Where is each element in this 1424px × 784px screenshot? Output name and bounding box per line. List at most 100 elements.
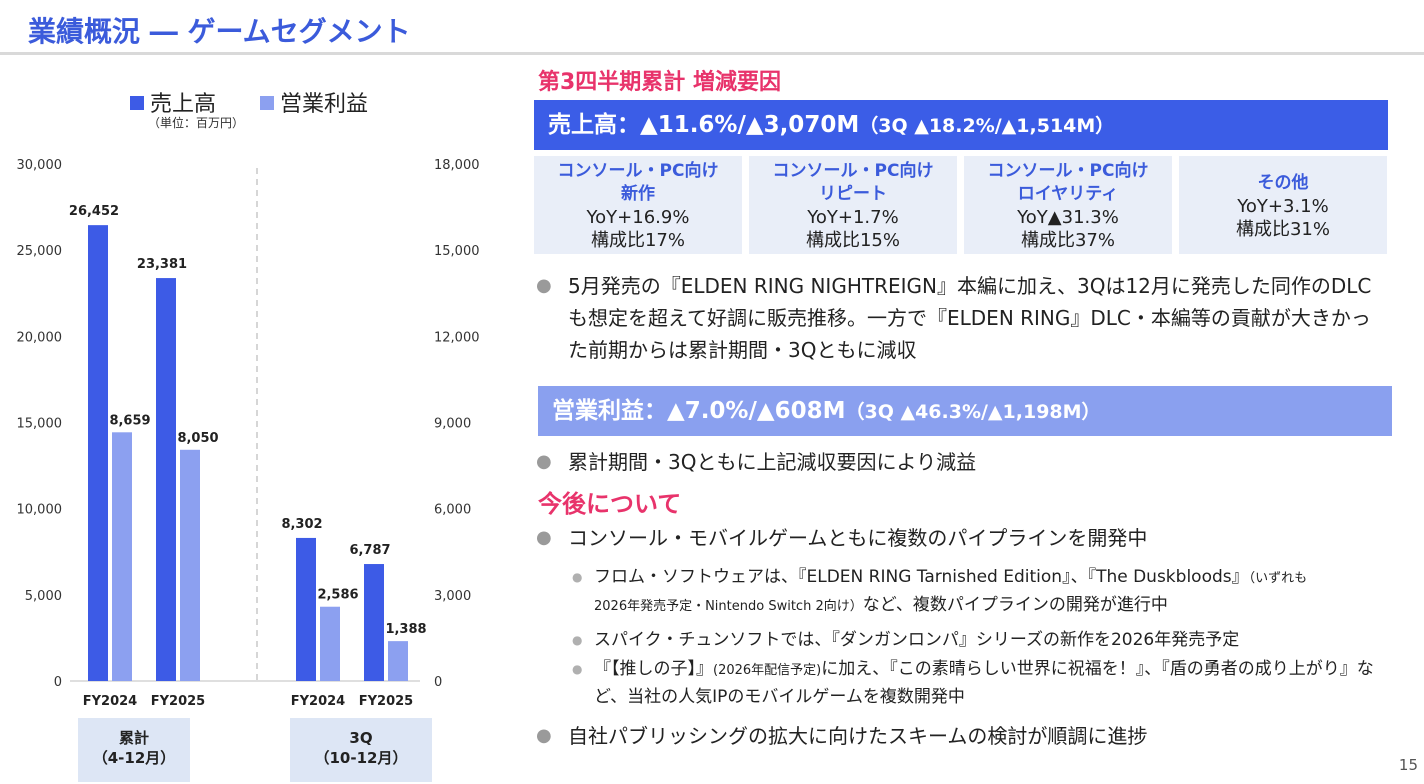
right-tick-label: 18,000 [434, 158, 480, 173]
legend-op-swatch [260, 96, 274, 110]
cell-ratio: 構成比31% [1235, 219, 1330, 240]
bullet-dot-icon: ● [536, 725, 552, 746]
sales-bar [296, 537, 316, 681]
sub-bullet-1-main: フロム・ソフトウェアは、『ELDEN RING Tarnished Editio… [594, 567, 1249, 587]
cell-title-2: 新作 [621, 184, 655, 204]
op-value-label: 8,050 [177, 431, 218, 446]
right-tick-label: 15,000 [434, 244, 480, 259]
legend-sales-label: 売上高 [150, 92, 217, 117]
factor-cell-other: その他 YoY+3.1% 構成比31% [1179, 156, 1387, 254]
cell-yoy: YoY+1.7% [807, 207, 899, 228]
sub-bullet-dot-icon: ● [572, 633, 583, 647]
sales-bar [88, 225, 108, 681]
legend-sales: 売上高 [130, 86, 216, 118]
right-tick-label: 0 [434, 675, 442, 690]
right-tick-label: 9,000 [434, 417, 471, 432]
sub-bullet-2-text: スパイク・チュンソフトでは、『ダンガンロンパ』シリーズの新作を2026年発売予定 [594, 630, 1240, 650]
category-label: FY2024 [83, 694, 137, 709]
group-cumulative-line1: 累計 [118, 729, 149, 747]
op-header: 営業利益：▲7.0%/▲608M（3Q ▲46.3%/▲1,198M） [538, 386, 1392, 436]
sales-value-label: 6,787 [349, 543, 390, 558]
category-label: FY2025 [151, 694, 205, 709]
cell-ratio: 構成比15% [805, 230, 900, 251]
group-3q-line1: 3Q [349, 729, 373, 747]
page-title: 業績概況 ― ゲームセグメント [28, 15, 411, 48]
sub-bullet-3-note: (2026年配信予定) [713, 663, 822, 678]
future-bullet-1: ● コンソール・モバイルゲームともに複数のパイプラインを開発中 [536, 522, 1390, 554]
op-bar [388, 641, 408, 681]
op-value-label: 8,659 [109, 413, 150, 428]
factor-cell-royalty: コンソール・PC向け ロイヤリティ YoY▲31.3% 構成比37% [964, 156, 1172, 254]
group-3q: 3Q （10-12月） [290, 718, 432, 782]
sub-bullet-dot-icon: ● [572, 570, 583, 584]
unit-note: （単位：百万円） [148, 116, 245, 130]
sales-value-label: 26,452 [69, 204, 119, 219]
sub-bullet-1-tail: など、複数パイプラインの開発が進行中 [862, 595, 1168, 615]
right-tick-label: 12,000 [434, 330, 480, 345]
sales-bar [156, 278, 176, 681]
data-labels: 26,452 8,659 23,381 8,050 8,302 2,586 6,787 1,3… [69, 204, 427, 637]
bullet-dot-icon: ● [536, 527, 552, 548]
sub-bullet-3-b: に加え、『この素晴らしい世界に祝福を！』、『盾の勇者の成り上がり』など、当社の人… [594, 659, 1374, 707]
future-bullet-2: ● 自社パブリッシングの拡大に向けたスキームの検討が順調に進捗 [536, 720, 1390, 752]
cell-yoy: YoY+16.9% [586, 207, 690, 228]
title-divider [0, 52, 1424, 55]
sales-header-sub: （3Q ▲18.2%/▲1,514M） [859, 115, 1115, 137]
cell-ratio: 構成比17% [590, 230, 685, 251]
left-tick-label: 30,000 [17, 158, 63, 173]
future-bullet-1-text: コンソール・モバイルゲームともに複数のパイプラインを開発中 [568, 526, 1148, 550]
op-value-label: 2,586 [317, 588, 358, 603]
left-tick-label: 10,000 [17, 503, 63, 518]
cell-yoy: YoY+3.1% [1237, 196, 1329, 217]
cell-title-1: コンソール・PC向け [772, 161, 934, 181]
cell-title-2: ロイヤリティ [1017, 184, 1119, 204]
right-tick-label: 6,000 [434, 503, 471, 518]
left-tick-label: 0 [54, 675, 62, 690]
cell-title-1: コンソール・PC向け [557, 161, 719, 181]
group-cumulative-line2: （4-12月） [92, 749, 176, 767]
op-bar [320, 606, 340, 681]
page-number: 15 [1398, 756, 1418, 774]
factor-cell-new: コンソール・PC向け 新作 YoY+16.9% 構成比17% [534, 156, 742, 254]
sales-bullet: ● 5月発売の『ELDEN RING NIGHTREIGN』本編に加え、3Qは1… [536, 270, 1390, 366]
sales-header-main: 売上高：▲11.6%/▲3,070M [548, 112, 860, 138]
cell-yoy: YoY▲31.3% [1017, 207, 1119, 228]
left-tick-label: 5,000 [25, 589, 62, 604]
factor-cell-repeat: コンソール・PC向け リピート YoY+1.7% 構成比15% [749, 156, 957, 254]
left-tick-label: 25,000 [17, 244, 63, 259]
sub-bullet-3-a: 『【推しの子】』 [594, 659, 713, 679]
sales-value-label: 23,381 [137, 257, 187, 272]
left-axis-ticks: 0 5,000 10,000 15,000 20,000 25,000 30,000 [17, 158, 63, 690]
right-tick-label: 3,000 [434, 589, 471, 604]
sub-bullet-2: ● スパイク・チュンソフトでは、『ダンガンロンパ』シリーズの新作を2026年発売… [572, 627, 1394, 654]
factor-title: 第3四半期累計 増減要因 [538, 70, 781, 95]
legend-sales-swatch [130, 96, 144, 110]
left-tick-label: 15,000 [17, 417, 63, 432]
op-header-main: 営業利益：▲7.0%/▲608M [552, 398, 846, 424]
group-3q-line2: （10-12月） [314, 749, 408, 767]
future-bullet-2-text: 自社パブリッシングの拡大に向けたスキームの検討が順調に進捗 [568, 724, 1148, 748]
category-label: FY2025 [359, 694, 413, 709]
sub-bullet-dot-icon: ● [572, 662, 583, 676]
bars [88, 225, 408, 681]
cell-title-1: コンソール・PC向け [987, 161, 1149, 181]
cell-title-2: リピート [819, 184, 887, 204]
op-bar [180, 449, 200, 681]
legend-op-label: 営業利益 [280, 92, 369, 117]
legend-op: 営業利益 [260, 86, 368, 118]
right-axis-ticks: 0 3,000 6,000 9,000 12,000 15,000 18,000 [434, 158, 480, 690]
op-value-label: 1,388 [385, 622, 426, 637]
sub-bullet-1-note2: 2026年発売予定・Nintendo Switch 2向け） [594, 599, 863, 614]
cell-title-1: その他 [1257, 173, 1309, 193]
sub-bullet-1-note: （いずれも [1248, 571, 1308, 586]
future-title: 今後について [538, 490, 682, 518]
bullet-dot-icon: ● [536, 275, 552, 296]
sub-bullet-1: ● フロム・ソフトウェアは、『ELDEN RING Tarnished Edit… [572, 564, 1394, 620]
category-labels: FY2024 FY2025 FY2024 FY2025 [83, 694, 413, 709]
left-tick-label: 20,000 [17, 330, 63, 345]
sales-bar [364, 564, 384, 681]
bullet-dot-icon: ● [536, 451, 552, 472]
sales-header: 売上高：▲11.6%/▲3,070M（3Q ▲18.2%/▲1,514M） [534, 100, 1388, 150]
sales-value-label: 8,302 [281, 517, 322, 532]
bar-chart: 0 5,000 10,000 15,000 20,000 25,000 30,000 0 3,… [17, 158, 480, 709]
